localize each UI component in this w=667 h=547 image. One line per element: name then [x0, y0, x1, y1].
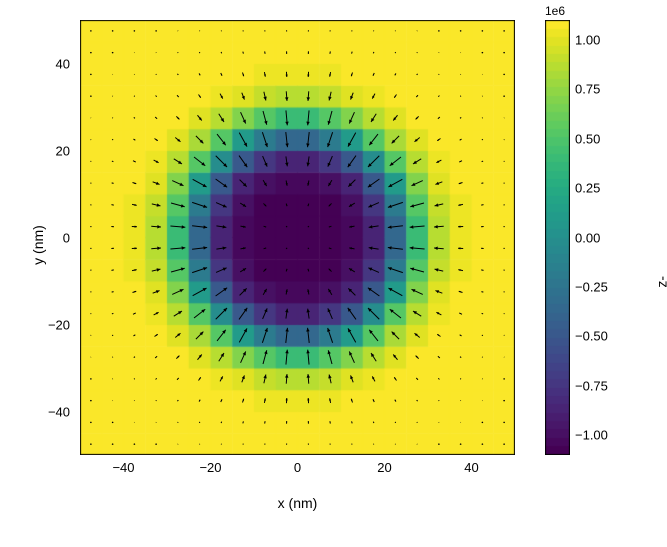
y-axis-label: y (nm) — [30, 225, 46, 265]
colorbar-tick-label: −0.50 — [575, 329, 608, 344]
y-tick-label: −40 — [48, 404, 70, 419]
colorbar-label: z-component — [654, 218, 667, 287]
colorbar-exponent: 1e6 — [545, 4, 565, 18]
colorbar-tick-label: −0.25 — [575, 279, 608, 294]
x-tick-label: 20 — [377, 460, 391, 475]
quiver-svg — [80, 20, 515, 455]
y-tick-label: 0 — [63, 230, 70, 245]
plot-area — [80, 20, 515, 455]
colorbar — [545, 20, 570, 455]
colorbar-tick-label: 1.00 — [575, 32, 600, 47]
y-tick-label: 40 — [56, 56, 70, 71]
colorbar-canvas — [545, 20, 570, 455]
colorbar-tick-label: 0.25 — [575, 181, 600, 196]
x-tick-label: 40 — [464, 460, 478, 475]
colorbar-tick-label: −0.75 — [575, 378, 608, 393]
x-tick-label: −20 — [199, 460, 221, 475]
y-tick-label: −20 — [48, 317, 70, 332]
colorbar-tick-label: −1.00 — [575, 428, 608, 443]
x-tick-label: 0 — [294, 460, 301, 475]
chart-container: −40 −20 0 20 40 −40 −20 0 20 40 x (nm) y (nm) −1… — [0, 0, 667, 547]
x-axis-label: x (nm) — [80, 495, 515, 511]
colorbar-tick-label: 0.50 — [575, 131, 600, 146]
y-tick-label: 20 — [56, 143, 70, 158]
colorbar-tick-label: 0.75 — [575, 82, 600, 97]
x-tick-label: −40 — [112, 460, 134, 475]
colorbar-tick-label: 0.00 — [575, 230, 600, 245]
